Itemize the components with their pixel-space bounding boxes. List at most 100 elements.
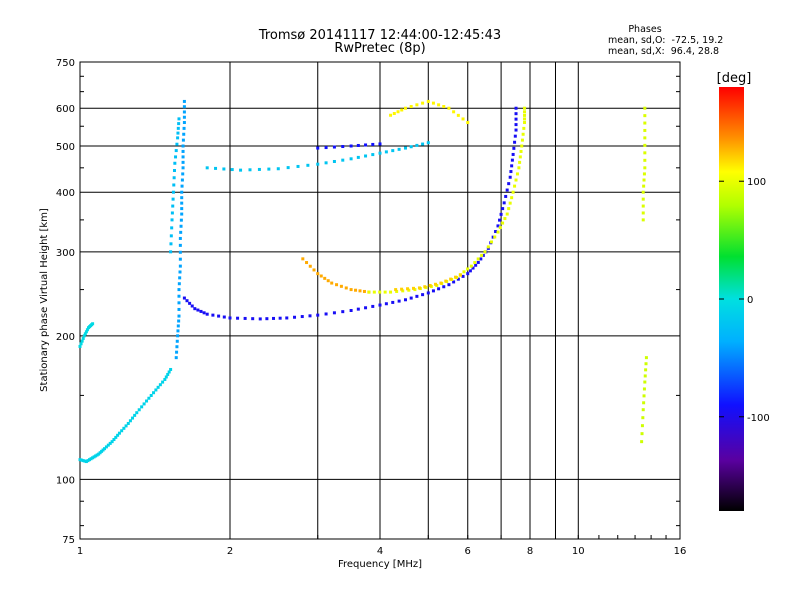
data-point xyxy=(513,140,517,144)
data-point xyxy=(176,329,180,333)
data-point xyxy=(306,163,310,167)
data-point xyxy=(643,380,647,384)
data-point xyxy=(403,146,407,150)
data-point xyxy=(180,207,184,211)
data-point xyxy=(83,332,87,336)
data-point xyxy=(170,226,174,230)
data-point xyxy=(456,113,460,117)
y-tick-label: 200 xyxy=(56,332,75,343)
data-point xyxy=(505,212,509,216)
colorbar-tick-label: 0 xyxy=(747,295,753,306)
data-point xyxy=(641,190,645,194)
data-point xyxy=(469,264,473,268)
data-point xyxy=(222,315,226,319)
data-point xyxy=(461,274,465,278)
data-point xyxy=(180,184,184,188)
data-point xyxy=(293,315,297,319)
data-point xyxy=(171,204,175,208)
data-point xyxy=(177,307,181,311)
data-point xyxy=(644,368,648,372)
data-point xyxy=(511,152,515,156)
data-point xyxy=(474,263,478,267)
data-point xyxy=(110,440,114,444)
data-point xyxy=(171,190,175,194)
colorbar-label: [deg] xyxy=(717,71,752,86)
data-point xyxy=(491,235,495,239)
data-point xyxy=(486,245,490,249)
data-point xyxy=(181,160,185,164)
data-point xyxy=(513,134,517,138)
data-point xyxy=(496,224,500,228)
data-point xyxy=(175,345,179,349)
data-point xyxy=(644,362,648,366)
data-point xyxy=(452,110,456,114)
data-point xyxy=(349,157,353,161)
data-point xyxy=(437,103,441,107)
data-point xyxy=(354,288,358,292)
data-point xyxy=(177,319,181,323)
data-point xyxy=(371,142,375,146)
data-point xyxy=(644,356,648,360)
data-point xyxy=(154,388,158,392)
data-point xyxy=(643,166,647,170)
data-point xyxy=(371,153,375,157)
data-point xyxy=(84,460,88,464)
data-point xyxy=(205,166,209,170)
data-point xyxy=(106,443,110,447)
data-point xyxy=(178,270,182,274)
trace xyxy=(641,106,647,222)
data-point xyxy=(358,289,362,293)
data-point xyxy=(643,114,647,118)
data-point xyxy=(170,218,174,222)
data-point xyxy=(426,291,430,295)
data-point xyxy=(502,201,506,205)
data-point xyxy=(174,155,178,159)
phase-stats-x: mean, sd,X: 96.4, 28.8 xyxy=(608,46,719,57)
data-point xyxy=(177,288,181,292)
data-point xyxy=(172,176,176,180)
data-point xyxy=(137,408,141,412)
data-point xyxy=(179,230,183,234)
data-point xyxy=(145,399,149,403)
phase-stats-o: mean, sd,O: -72.5, 19.2 xyxy=(608,35,723,46)
data-point xyxy=(640,432,644,436)
data-point xyxy=(641,408,645,412)
data-point xyxy=(452,280,456,284)
data-point xyxy=(349,144,353,148)
data-point xyxy=(178,250,182,254)
data-point xyxy=(296,164,300,168)
data-point xyxy=(466,267,470,271)
data-point xyxy=(456,277,460,281)
data-point xyxy=(498,226,502,230)
data-point xyxy=(236,316,240,320)
data-point xyxy=(447,283,451,287)
y-tick-label: 75 xyxy=(62,535,75,546)
data-point xyxy=(80,339,84,343)
data-point xyxy=(439,281,443,285)
data-point xyxy=(356,143,360,147)
data-point xyxy=(120,429,124,433)
data-point xyxy=(300,315,304,319)
data-point xyxy=(510,158,514,162)
data-point xyxy=(258,317,262,321)
data-point xyxy=(493,235,497,239)
data-point xyxy=(332,145,336,149)
data-point xyxy=(423,285,427,289)
data-point xyxy=(335,283,339,287)
data-point xyxy=(180,178,184,182)
data-point xyxy=(391,300,395,304)
data-point xyxy=(640,424,644,428)
data-point xyxy=(349,308,353,312)
colorbar-tick-label: 100 xyxy=(747,177,766,188)
data-point xyxy=(468,269,472,273)
data-point xyxy=(641,211,645,215)
data-point xyxy=(523,106,527,110)
data-point xyxy=(332,159,336,163)
data-point xyxy=(520,144,524,148)
data-point xyxy=(180,190,184,194)
y-tick-label: 750 xyxy=(56,58,75,69)
data-point xyxy=(471,266,475,270)
data-point xyxy=(176,126,180,130)
data-point xyxy=(131,416,135,420)
y-tick-label: 600 xyxy=(56,104,75,115)
